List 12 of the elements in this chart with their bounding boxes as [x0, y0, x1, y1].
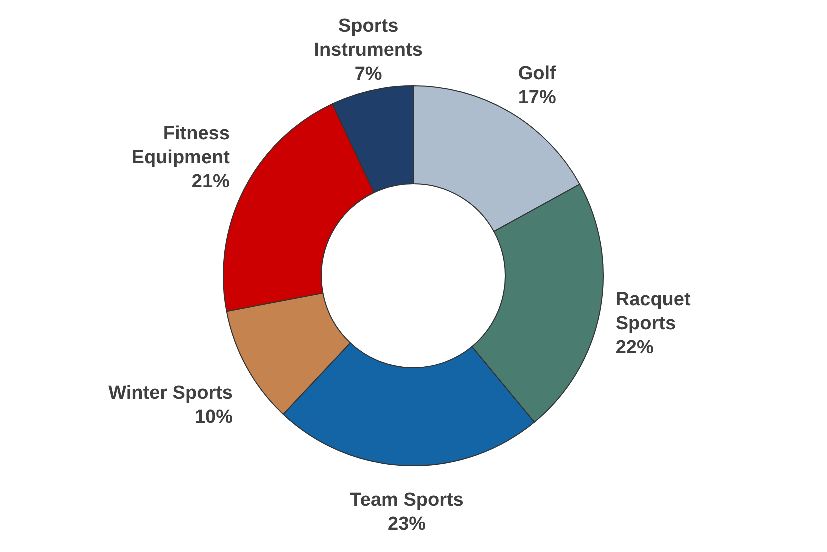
slice-label: Winter Sports — [108, 383, 233, 404]
data-label: 7% — [354, 64, 382, 85]
data-label: 23% — [388, 514, 426, 535]
data-label: 21% — [192, 171, 230, 192]
data-label: 22% — [616, 338, 654, 359]
data-label: 10% — [194, 407, 234, 428]
data-label: 17% — [518, 88, 556, 109]
slice-label: Team Sports — [350, 490, 464, 511]
slice-label: Racquet Sports — [616, 290, 692, 335]
slice-label: Fitness Equipment — [132, 123, 231, 168]
slice-label: Sports Instruments — [314, 16, 423, 61]
slice-label: Golf — [518, 64, 558, 85]
